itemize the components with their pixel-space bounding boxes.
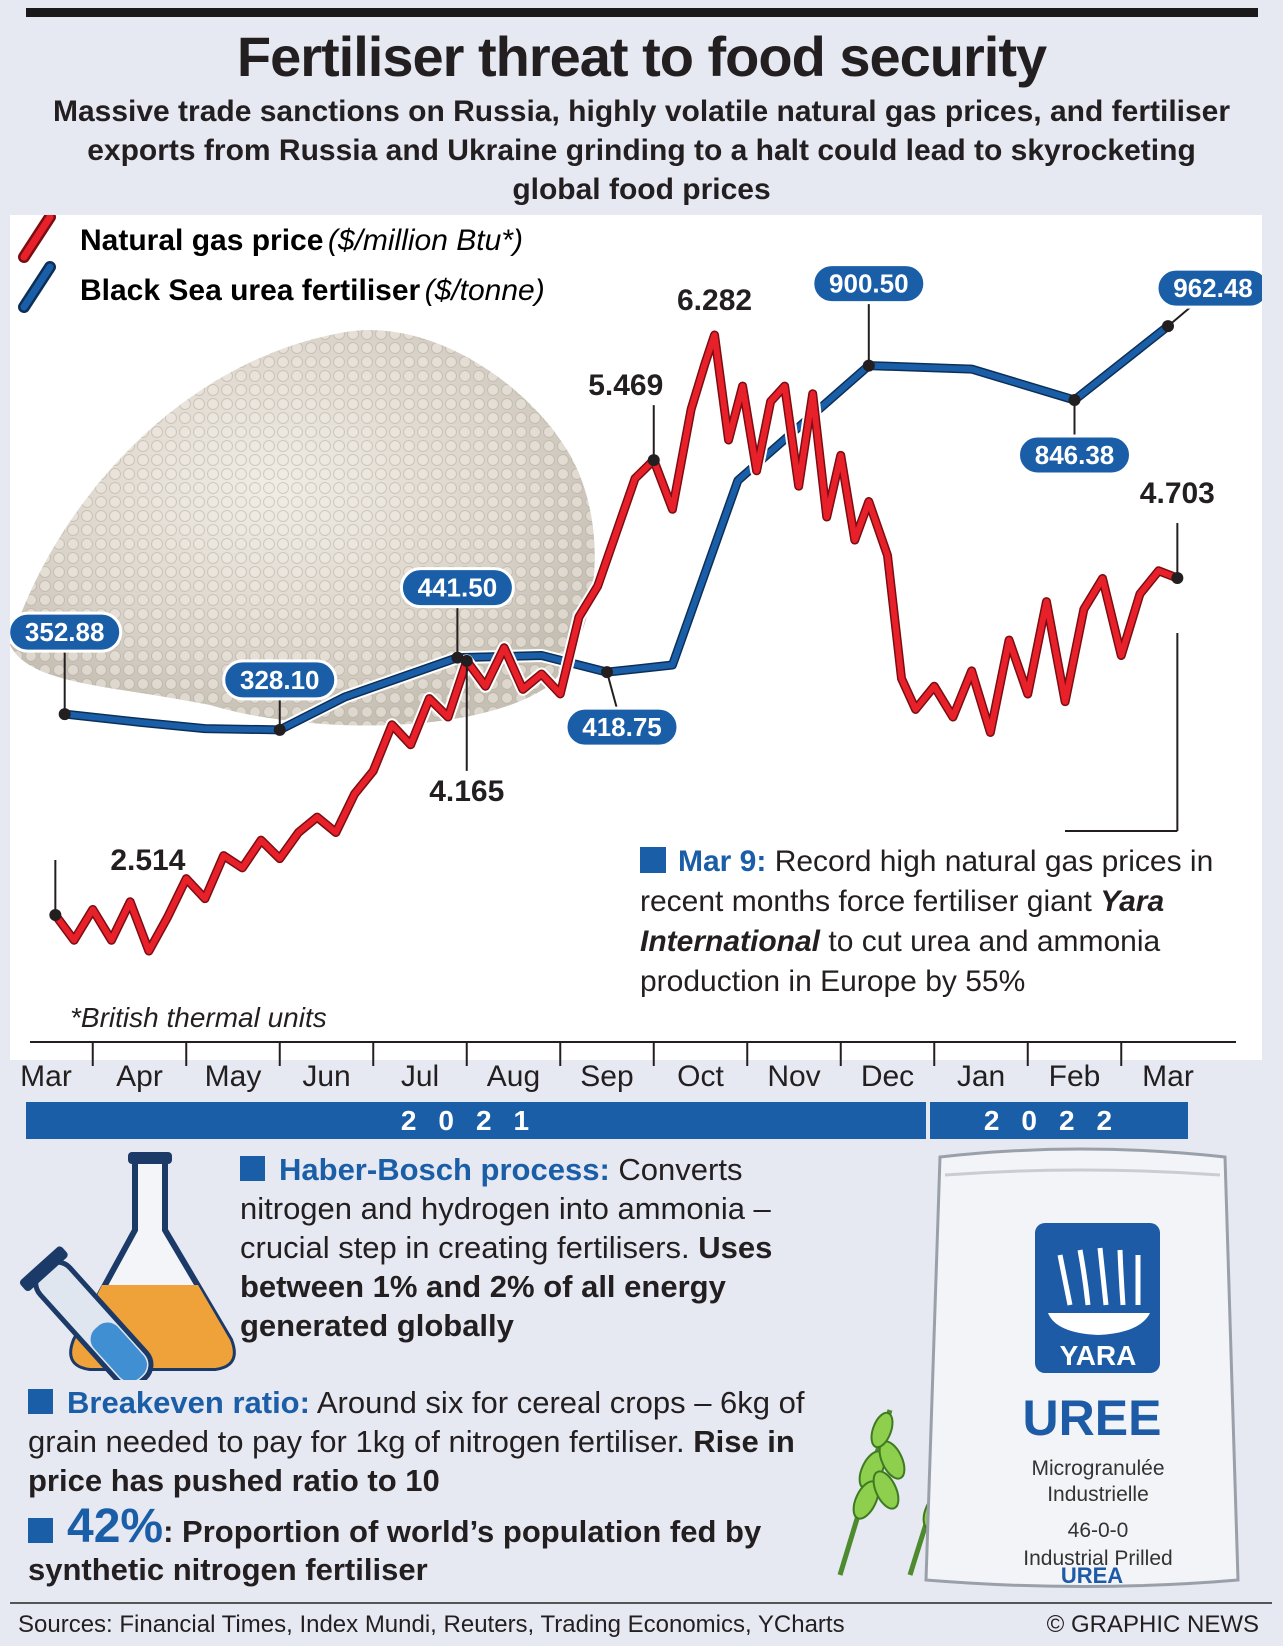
urea-label-box [1155,267,1262,309]
urea-value-label: 328.10 [240,665,320,695]
urea-point-marker [862,359,875,372]
urea-value-label: 962.48 [1173,273,1253,303]
urea-value-label: 900.50 [829,269,909,299]
x-axis-month-label: Mar [1142,1060,1194,1093]
annotation-date: Mar 9: [678,845,767,878]
yara-logo [1035,1223,1160,1373]
x-axis [30,1041,1236,1066]
breakeven-bold: Rise in price has pushed ratio to 10 [28,1424,795,1498]
gas-point-marker [1171,572,1184,585]
urea-point-marker [451,651,464,664]
urea-point-marker [1068,394,1081,407]
fertiliser-bag-illustration: YARA UREE Microgranulée Industrielle 46-… [924,1147,1240,1588]
annotation-company: Yara International [640,885,1165,958]
top-rule [26,8,1258,17]
info-breakeven: Breakeven ratio: Around six for cereal c… [28,1383,828,1500]
flask-illustration [20,1152,236,1380]
breakeven-text: Around six for cereal crops – 6kg of gra… [28,1385,805,1459]
gas-value-label: 4.703 [1140,477,1215,510]
urea-point-marker [273,723,286,736]
urea-legend-icon [18,261,56,313]
annotation-text: Record high natural gas prices in recent… [640,845,1214,918]
gas-point-marker [647,454,660,467]
urea-point-marker [601,666,613,679]
bullet-square [240,1156,265,1181]
urea-series-line [64,323,1170,733]
gas-value-label: 2.514 [110,844,185,877]
urea-value-label: 418.75 [582,712,662,742]
bag-product-en: UREA [1061,1563,1123,1588]
info-haber-bosch: Haber-Bosch process: Converts nitrogen a… [240,1150,840,1345]
urea-label-box [564,706,680,748]
x-axis-month-label: Sep [580,1060,634,1093]
haber-text: Converts nitrogen and hydrogen into ammo… [240,1152,771,1265]
urea-label-box [222,659,338,701]
bag-brand: YARA [1060,1340,1137,1371]
footer-rule [10,1602,1272,1604]
bullet-square [28,1389,53,1414]
x-axis-month-label: May [204,1060,262,1093]
bag-line1: Microgranulée [1031,1457,1164,1480]
urea-label-box [811,263,927,305]
x-axis-month-label: Feb [1048,1060,1101,1093]
year-band-2022: 2022 [930,1102,1188,1139]
x-axis-month-label: Nov [767,1060,821,1093]
urea-point-marker [1162,320,1174,333]
gas-legend-icon [18,215,56,263]
year-band-2021: 2021 [26,1102,926,1139]
urea-label-box [10,611,123,653]
x-axis-month-label: Dec [860,1060,915,1093]
footnote-btu: *British thermal units [70,1002,327,1033]
fertiliser-pile-illustration [10,330,595,726]
haber-bold: Uses between 1% and 2% of all energy gen… [240,1230,773,1343]
urea-value-label: 441.50 [418,573,498,603]
x-axis-months: Mar Apr May Jun Jul Aug Sep Oct Nov Dec Jan Feb Mar [0,1060,1283,1100]
line-chart: Natural gas price ($/million Btu*) Black… [10,215,1262,958]
bullet-square [640,847,666,873]
gas-value-label: 4.165 [429,775,504,808]
x-axis-month-label: Mar [20,1060,72,1093]
bag-grade: 46-0-0 [1068,1519,1129,1542]
page-subtitle: Massive trade sanctions on Russia, highl… [52,95,1231,206]
bullet-square [28,1518,53,1543]
annotation-text2: to cut urea and ammonia production in Eu… [640,925,1161,998]
pct-text: : Proportion of world’s population fed b… [28,1514,762,1587]
bag-line2: Industrielle [1047,1483,1149,1506]
gas-value-label: 6.282 [677,284,752,317]
pct-value: 42% [67,1500,164,1553]
gas-value-label: 5.469 [588,369,663,402]
sources: Sources: Financial Times, Index Mundi, R… [18,1611,845,1638]
x-axis-month-label: Jun [302,1060,351,1093]
x-axis-month-label: Jan [956,1060,1006,1093]
breakeven-heading: Breakeven ratio: [67,1385,310,1420]
urea-label-box [399,567,515,609]
page-title: Fertiliser threat to food security [236,25,1047,88]
chart-panel: Natural gas price ($/million Btu*) Black… [10,215,1262,1060]
bag-line3: Industrial Prilled [1023,1547,1172,1570]
urea-value-label: 846.38 [1035,440,1115,470]
x-axis-month-label: Oct [677,1060,724,1093]
annotation-mar9: Mar 9: Record high natural gas prices in… [640,842,1230,1002]
info-42pct: 42%: Proportion of world’s population fe… [28,1503,808,1589]
x-axis-month-label: Jul [400,1060,440,1093]
haber-heading: Haber-Bosch process: [279,1152,610,1187]
x-axis-month-label: Apr [116,1060,163,1093]
gas-point-marker [460,654,473,667]
urea-value-label: 352.88 [25,617,105,647]
credit: © GRAPHIC NEWS [1046,1611,1259,1638]
urea-point-marker [58,708,71,721]
x-axis-month-label: Aug [486,1060,541,1093]
gas-point-marker [49,909,62,921]
legend-urea: Black Sea urea fertiliser ($/tonne) [80,274,545,307]
legend-gas: Natural gas price ($/million Btu*) [80,224,523,257]
bag-product: UREE [1023,1390,1162,1446]
urea-label-box [1017,434,1132,476]
